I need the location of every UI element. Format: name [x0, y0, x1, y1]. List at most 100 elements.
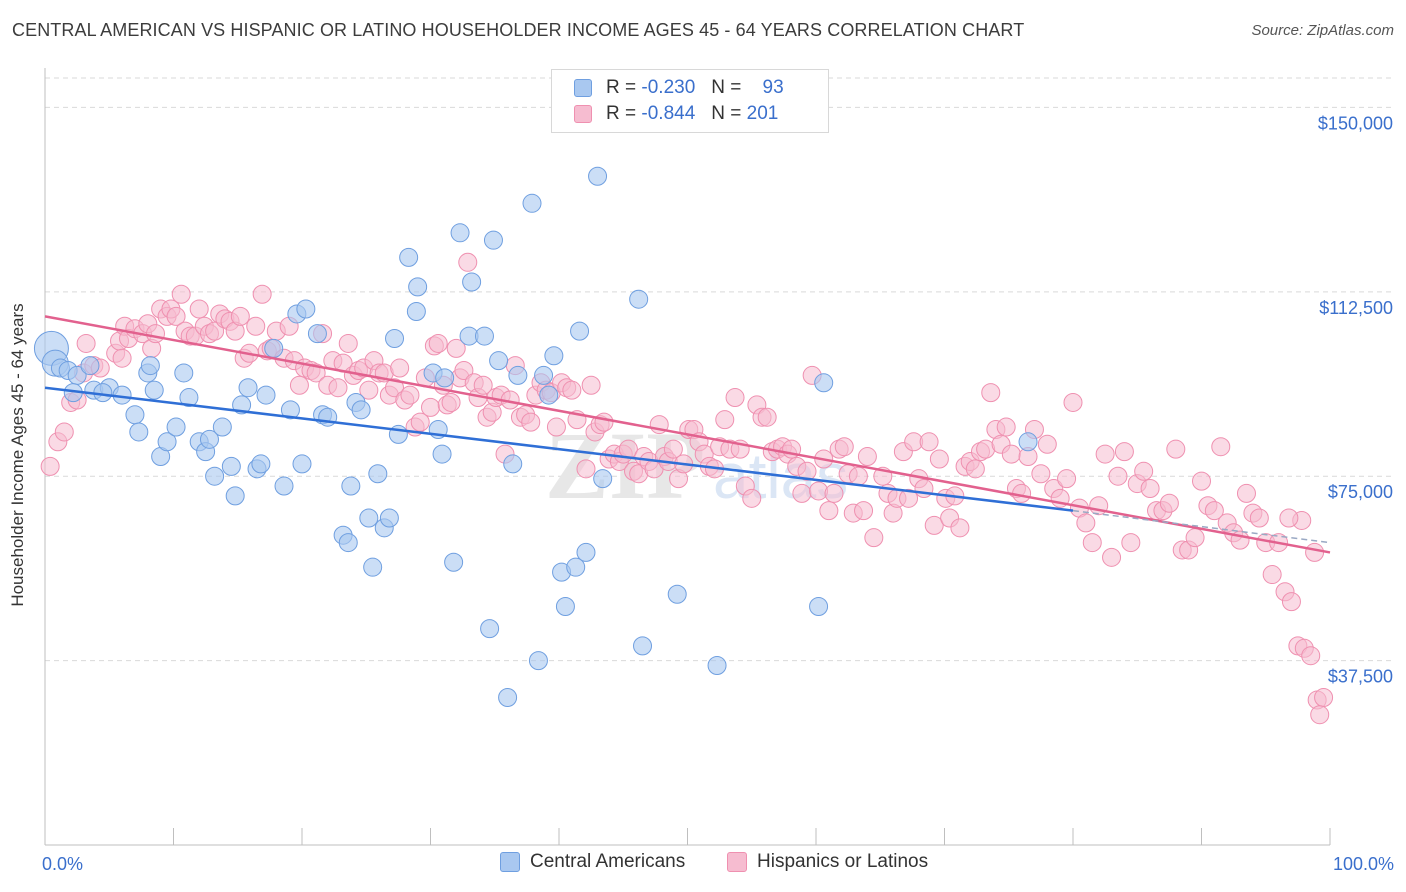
- point-central-americans: [292, 454, 312, 474]
- x-tick-label-min: 0.0%: [42, 854, 83, 874]
- point-hispanics: [594, 412, 614, 432]
- point-hispanics: [410, 412, 430, 432]
- legend-swatch-blue: [574, 79, 592, 97]
- point-hispanics: [1037, 434, 1057, 454]
- point-hispanics: [1095, 444, 1115, 464]
- point-central-americans: [707, 656, 727, 676]
- legend-label-hispanics: Hispanics or Latinos: [757, 851, 929, 872]
- point-hispanics: [166, 306, 186, 326]
- point-hispanics: [1102, 547, 1122, 567]
- point-hispanics: [1262, 565, 1282, 585]
- point-central-americans: [435, 368, 455, 388]
- legend-item-central-americans[interactable]: Central Americans: [500, 851, 685, 873]
- point-hispanics: [996, 417, 1016, 437]
- point-hispanics: [848, 466, 868, 486]
- point-central-americans: [351, 400, 371, 420]
- point-hispanics: [521, 412, 541, 432]
- legend-swatch-hispanics: [727, 852, 747, 872]
- point-hispanics: [715, 410, 735, 430]
- point-central-americans: [296, 299, 316, 319]
- point-central-americans: [238, 378, 258, 398]
- point-hispanics: [864, 528, 884, 548]
- point-central-americans: [483, 230, 503, 250]
- point-hispanics: [230, 306, 250, 326]
- point-hispanics: [965, 459, 985, 479]
- source-credit: Source: ZipAtlas.com: [1251, 22, 1394, 39]
- point-central-americans: [125, 405, 145, 425]
- point-hispanics: [1310, 705, 1330, 725]
- point-central-americans: [307, 324, 327, 344]
- point-central-americans: [489, 351, 509, 371]
- point-hispanics: [1001, 444, 1021, 464]
- point-central-americans: [129, 422, 149, 442]
- legend-row-central-americans: R = -0.230 N = 93: [574, 76, 784, 100]
- point-hispanics: [1063, 392, 1083, 412]
- point-central-americans: [593, 469, 613, 489]
- point-central-americans: [385, 329, 405, 349]
- point-hispanics: [1301, 646, 1321, 666]
- trend-lines: [44, 315, 1331, 554]
- point-central-americans: [359, 508, 379, 528]
- point-central-americans: [588, 166, 608, 186]
- point-hispanics: [1108, 466, 1128, 486]
- point-hispanics: [1305, 542, 1325, 562]
- legend-swatch-pink: [574, 105, 592, 123]
- series-central-americans-points: [33, 166, 1038, 707]
- point-central-americans: [629, 289, 649, 309]
- point-central-americans: [280, 400, 300, 420]
- point-hispanics: [246, 316, 266, 336]
- point-hispanics: [1076, 513, 1096, 533]
- point-hispanics: [189, 299, 209, 319]
- grid-lines: [45, 77, 1395, 662]
- point-hispanics: [919, 432, 939, 452]
- point-hispanics: [1140, 479, 1160, 499]
- point-central-americans: [528, 651, 548, 671]
- point-central-americans: [232, 395, 252, 415]
- point-hispanics: [1121, 533, 1141, 553]
- point-central-americans: [399, 247, 419, 267]
- point-central-americans: [256, 385, 276, 405]
- point-central-americans: [544, 346, 564, 366]
- point-central-americans: [338, 533, 358, 553]
- point-central-americans: [576, 542, 596, 562]
- legend-label-central-americans: Central Americans: [530, 851, 686, 872]
- point-central-americans: [498, 687, 518, 707]
- trend-line-central-americans: [44, 386, 1074, 512]
- point-central-americans: [814, 373, 834, 393]
- trend-line-central-americans-extension: [1072, 509, 1331, 544]
- point-hispanics: [562, 380, 582, 400]
- point-hispanics: [1279, 508, 1299, 528]
- point-hispanics: [834, 437, 854, 457]
- point-central-americans: [264, 338, 284, 358]
- point-hispanics: [924, 515, 944, 535]
- legend-n-value: 93: [762, 77, 784, 98]
- legend-r-label: R =: [606, 103, 637, 124]
- point-central-americans: [566, 557, 586, 577]
- point-hispanics: [112, 348, 132, 368]
- point-hispanics: [1211, 437, 1231, 457]
- point-hispanics: [663, 439, 683, 459]
- point-hispanics: [1082, 533, 1102, 553]
- point-central-americans: [140, 356, 160, 376]
- point-hispanics: [428, 333, 448, 353]
- point-central-americans: [555, 597, 575, 617]
- point-hispanics: [899, 488, 919, 508]
- legend-r-value: -0.844: [641, 103, 696, 124]
- y-axis-title: Householder Income Ages 45 - 64 years: [8, 303, 27, 607]
- point-central-americans: [80, 356, 100, 376]
- point-hispanics: [1204, 501, 1224, 521]
- point-central-americans: [480, 619, 500, 639]
- point-hispanics: [1057, 469, 1077, 489]
- legend-n-label: N =: [711, 77, 742, 98]
- point-central-americans: [174, 363, 194, 383]
- point-central-americans: [570, 321, 590, 341]
- point-hispanics: [473, 375, 493, 395]
- legend-item-hispanics[interactable]: Hispanics or Latinos: [727, 851, 928, 873]
- point-hispanics: [1236, 483, 1256, 503]
- point-central-americans: [408, 277, 428, 297]
- point-hispanics: [76, 333, 96, 353]
- point-hispanics: [454, 360, 474, 380]
- point-hispanics: [929, 449, 949, 469]
- point-hispanics: [306, 363, 326, 383]
